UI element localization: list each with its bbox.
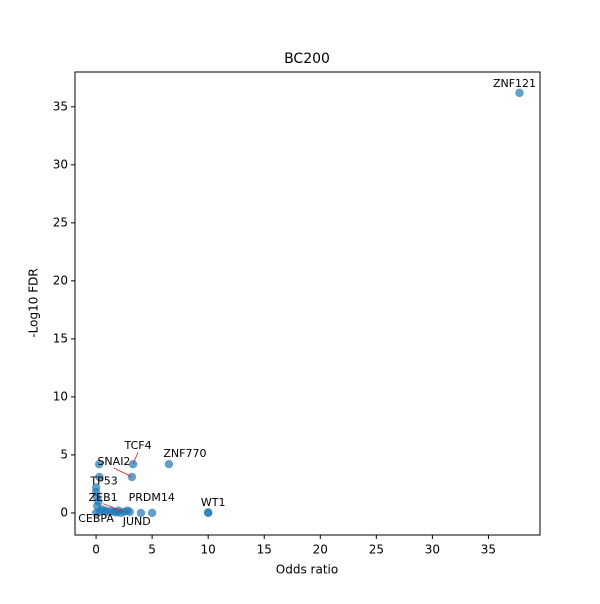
x-tick-label: 15: [257, 543, 272, 557]
plot-frame: [74, 71, 541, 536]
point: [123, 506, 132, 515]
x-tick-label: 25: [369, 543, 384, 557]
y-tick-label: 25: [53, 215, 68, 229]
x-tick-label: 5: [148, 543, 156, 557]
y-axis-label: -Log10 FDR: [27, 268, 41, 337]
y-tick-label: 15: [53, 331, 68, 345]
point-label: TP53: [89, 474, 117, 487]
point-label: ZNF770: [163, 447, 206, 460]
x-tick-label: 20: [313, 543, 328, 557]
x-tick-label: 10: [201, 543, 216, 557]
point: [95, 507, 104, 516]
x-axis-label: Odds ratio: [276, 563, 338, 577]
point-label: TCF4: [124, 439, 152, 452]
y-tick-label: 5: [60, 447, 68, 461]
point-label: SNAI2: [97, 455, 130, 468]
y-tick-label: 10: [53, 389, 68, 403]
point-label: WT1: [201, 496, 226, 509]
y-tick-label: 30: [53, 157, 68, 171]
x-tick-label: 0: [92, 543, 100, 557]
annotation-arrow: [113, 467, 133, 478]
x-tick-label: 35: [481, 543, 496, 557]
point-label: CEBPA: [78, 512, 114, 525]
point-label: JUND: [122, 515, 151, 528]
point: [147, 508, 157, 518]
point: [92, 492, 101, 501]
annotation-arrow: [102, 503, 125, 513]
chart-title: BC200: [284, 51, 330, 67]
point: [112, 508, 121, 517]
point: [515, 88, 524, 98]
y-tick-label: 35: [53, 99, 68, 113]
point: [95, 472, 104, 482]
point: [164, 460, 174, 469]
point-label: PRDM14: [129, 491, 175, 504]
point: [203, 508, 213, 517]
y-tick-label: 0: [60, 505, 68, 519]
point-label: ZNF121: [493, 77, 536, 90]
point-label: ZEB1: [89, 491, 118, 504]
x-tick-label: 30: [425, 543, 440, 557]
annotation-arrow: [132, 452, 139, 465]
y-tick-label: 20: [53, 273, 68, 287]
point: [94, 460, 104, 469]
point: [136, 508, 146, 518]
